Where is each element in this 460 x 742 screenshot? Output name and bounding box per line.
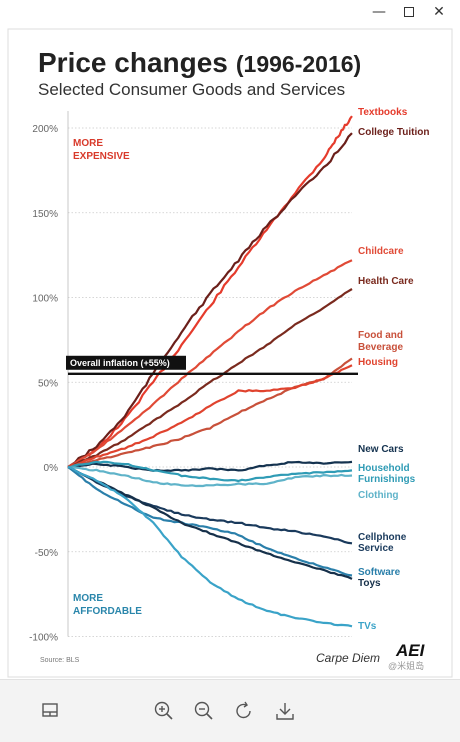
more-expensive-line-1: MORE [73,138,103,149]
source-note: Source: BLS [40,657,80,664]
download-icon [276,703,294,720]
series-label-clothing: Clothing [358,490,399,501]
series-label-food-and-beverage: Food and Beverage [358,330,403,353]
minimize-icon: — [372,4,386,20]
y-tick-label: 200% [32,124,58,135]
series-label-childcare: Childcare [358,246,404,257]
y-tick-label: 50% [38,378,58,389]
series-label-software: Software [358,567,401,578]
more-expensive-line-2: EXPENSIVE [73,151,130,162]
series-label-health-care: Health Care [358,276,414,287]
maximize-icon [404,7,414,17]
minimize-button[interactable]: — [366,2,392,22]
series-label-textbooks: Textbooks [358,107,408,118]
series-label-tvs: TVs [358,621,377,632]
inflation-marker: Overall inflation (+55%) [66,355,358,375]
y-tick-label: -100% [29,633,58,644]
window-title-bar: — ✕ [0,0,460,24]
inflation-label: Overall inflation (+55%) [70,358,170,368]
series-line-software [67,466,353,577]
y-tick-label: 150% [32,209,58,220]
close-button[interactable]: ✕ [426,2,452,22]
price-changes-chart: Price changes (1996-2016) Selected Consu… [7,28,453,678]
series-label-college-tuition: College Tuition [358,127,429,138]
layout-toggle-button[interactable] [37,698,63,724]
chart-title-years: (1996-2016) [236,51,361,77]
series-label-cellphone-service: Cellphone Service [358,532,407,554]
zoom-out-icon [194,701,213,720]
viewer-toolbar [0,679,460,742]
credit-text: Carpe Diem [316,651,380,665]
zoom-out-button[interactable] [191,698,217,724]
series-line-childcare [67,259,353,468]
series-label-household-furnishings: Household Furnishings [358,463,416,485]
series-line-tvs [67,465,353,628]
rotate-button[interactable] [231,698,257,724]
series-label-toys: Toys [358,578,381,589]
chart-frame [7,28,453,678]
more-affordable-line-2: AFFORDABLE [73,606,142,617]
series-line-health-care [67,288,353,468]
series-line-clothing [67,465,353,488]
inflation-label-box [66,355,186,370]
series-line-college-tuition [67,132,353,468]
zoom-in-button[interactable] [151,698,177,724]
chart-subtitle: Selected Consumer Goods and Services [38,80,345,99]
series-labels: Textbooks College Tuition Childcare Health … [358,107,429,632]
series-line-new-cars [67,460,353,472]
layout-icon [42,703,58,717]
more-affordable-line-1: MORE [73,593,103,604]
aei-logo: AEI [395,641,426,660]
y-tick-label: -50% [35,548,58,559]
y-tick-label: 100% [32,294,58,305]
series-line-toys [67,465,353,580]
series-label-new-cars: New Cars [358,444,404,455]
close-icon: ✕ [433,4,445,20]
series-line-textbooks [67,115,353,469]
series-lines [67,115,353,628]
image-viewer-canvas: Price changes (1996-2016) Selected Consu… [0,24,460,679]
series-label-housing: Housing [358,357,398,368]
annotations: MORE EXPENSIVE MORE AFFORDABLE Source: BLS Ca… [40,138,426,671]
maximize-button[interactable] [396,2,422,22]
rotate-icon [236,701,251,719]
download-button[interactable] [272,698,298,724]
chart-title: Price changes [38,47,228,78]
y-tick-label: 0% [44,463,59,474]
series-line-housing [67,364,353,468]
zoom-in-icon [154,701,173,720]
series-line-household-furnishings [67,460,353,483]
watermark: @米姐岛 [388,660,424,671]
y-axis-tick-labels: 200% 150% 100% 50% 0% -50% -100% [29,124,58,644]
